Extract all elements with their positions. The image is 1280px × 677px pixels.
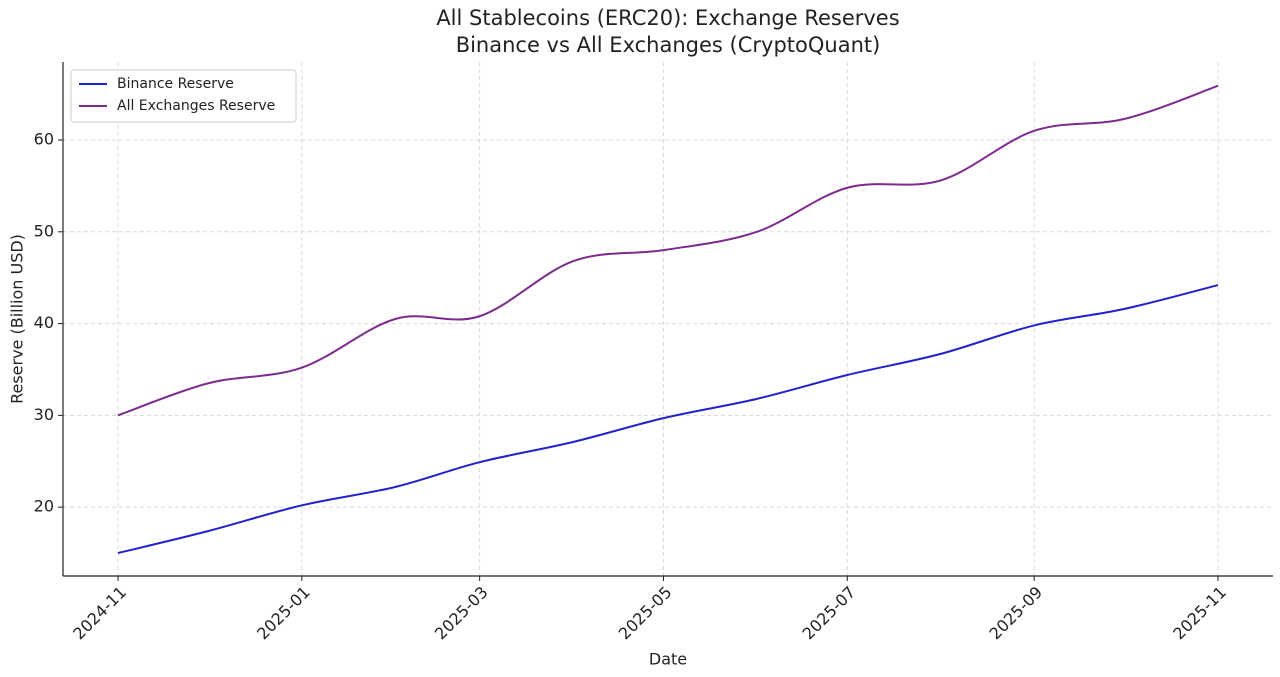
- legend-box: [70, 69, 297, 123]
- y-tick-label: 40: [34, 313, 54, 332]
- y-tick-label: 30: [34, 405, 54, 424]
- x-tick-label: 2025-05: [615, 583, 676, 644]
- x-tick-label: 2025-07: [799, 583, 860, 644]
- y-tick-label: 20: [34, 497, 54, 516]
- y-axis-label: Reserve (Billion USD): [8, 234, 27, 404]
- chart-subtitle: Binance vs All Exchanges (CryptoQuant): [456, 33, 881, 57]
- series-line: [117, 84, 1219, 417]
- grid: [63, 62, 1273, 576]
- x-tick-label: 2025-09: [985, 583, 1046, 644]
- plot: [117, 84, 1219, 555]
- chart-title: All Stablecoins (ERC20): Exchange Reserv…: [436, 6, 899, 30]
- x-axis-label: Date: [649, 650, 687, 669]
- series-line: [117, 284, 1219, 555]
- x-tick-label: 2024-11: [69, 583, 130, 644]
- legend-label: Binance Reserve: [117, 76, 234, 92]
- x-tick-label: 2025-11: [1169, 583, 1230, 644]
- x-tick-label: 2025-03: [431, 583, 492, 644]
- x-tick-label: 2025-01: [253, 583, 314, 644]
- y-tick-label: 50: [34, 221, 54, 240]
- y-tick-label: 60: [34, 130, 54, 149]
- legend-label: All Exchanges Reserve: [117, 98, 275, 114]
